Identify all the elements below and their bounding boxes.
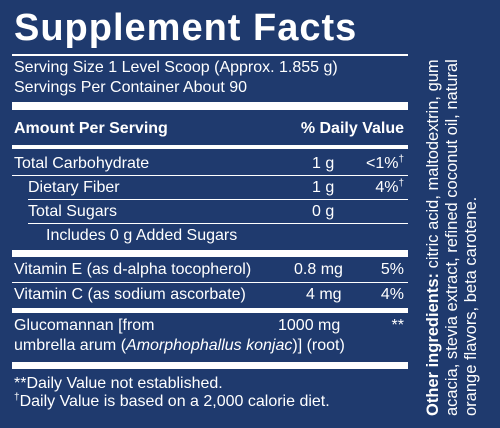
nutrient-row-glucomannan: Glucomannan [from 1000 mg ** bbox=[12, 316, 408, 336]
supplement-facts-panel: Supplement Facts Serving Size 1 Level Sc… bbox=[4, 4, 414, 422]
nutrient-row-added-sugars: Includes 0 g Added Sugars bbox=[12, 226, 408, 246]
nutrient-dv: <1%† bbox=[365, 154, 404, 173]
dagger-mark: † bbox=[398, 154, 404, 165]
header-rule bbox=[12, 145, 408, 149]
thick-rule bbox=[12, 308, 408, 313]
other-ingredients-label: Other ingredients: bbox=[424, 272, 442, 416]
bottom-thick-rule bbox=[12, 362, 408, 369]
latin-name: Amorphophallus konjac bbox=[126, 337, 293, 354]
row-rule bbox=[28, 223, 408, 224]
nutrient-dv: ** bbox=[391, 317, 404, 334]
nutrient-dv: 4% bbox=[380, 286, 404, 303]
other-ingredients-text: Other ingredients: citric acid, maltodex… bbox=[420, 4, 496, 422]
dagger-mark: † bbox=[14, 392, 20, 403]
row-rule bbox=[12, 282, 408, 283]
nutrient-row-vitamin-e: Vitamin E (as d-alpha tocopherol) 0.8 mg… bbox=[12, 260, 408, 280]
nutrient-dv: 4%† bbox=[375, 178, 404, 197]
nutrient-amount: 0.8 mg bbox=[294, 261, 343, 278]
row-rule bbox=[28, 199, 408, 200]
glucomannan-source-line: umbrella arum (Amorphophallus konjac)] (… bbox=[14, 337, 345, 354]
other-ingredients-panel: Other ingredients: citric acid, maltodex… bbox=[420, 4, 496, 422]
nutrient-name: Total Carbohydrate bbox=[14, 155, 150, 172]
dagger-mark: † bbox=[398, 178, 404, 189]
amount-header: Amount Per Serving bbox=[14, 120, 168, 137]
nutrient-row-fiber: Dietary Fiber 1 g 4%† bbox=[12, 178, 408, 198]
panel-title: Supplement Facts bbox=[14, 7, 358, 49]
header-row: Amount Per Serving % Daily Value bbox=[12, 119, 408, 139]
row-rule bbox=[12, 175, 408, 176]
serving-info: Serving Size 1 Level Scoop (Approx. 1.85… bbox=[14, 58, 338, 98]
nutrient-name: Vitamin C (as sodium ascorbate) bbox=[14, 286, 246, 303]
nutrient-row-carbohydrate: Total Carbohydrate 1 g <1%† bbox=[12, 154, 408, 174]
servings-per-container: Servings Per Container About 90 bbox=[14, 79, 248, 96]
thick-rule bbox=[12, 250, 408, 257]
nutrient-row-sugars: Total Sugars 0 g bbox=[12, 202, 408, 222]
dv-header: % Daily Value bbox=[300, 120, 404, 137]
serving-size: Serving Size 1 Level Scoop (Approx. 1.85… bbox=[14, 59, 338, 76]
nutrient-amount: 1 g bbox=[312, 155, 335, 172]
nutrient-name: Dietary Fiber bbox=[28, 179, 120, 196]
nutrient-name: Total Sugars bbox=[28, 203, 117, 220]
nutrient-dv: 5% bbox=[380, 261, 404, 278]
title-rule bbox=[12, 54, 408, 56]
nutrient-name: Includes 0 g Added Sugars bbox=[46, 227, 238, 244]
nutrient-amount: 1 g bbox=[312, 179, 335, 196]
nutrient-name: Glucomannan [from bbox=[14, 317, 155, 334]
nutrient-amount: 1000 mg bbox=[278, 317, 341, 334]
thick-rule bbox=[12, 102, 408, 110]
footnote-dv-not-established: **Daily Value not established. bbox=[14, 375, 223, 392]
nutrient-name: Vitamin E (as d-alpha tocopherol) bbox=[14, 261, 252, 278]
footnote-daily-value: †Daily Value is based on a 2,000 calorie… bbox=[14, 392, 330, 411]
nutrient-amount: 4 mg bbox=[306, 286, 342, 303]
nutrient-row-vitamin-c: Vitamin C (as sodium ascorbate) 4 mg 4% bbox=[12, 285, 408, 305]
nutrient-amount: 0 g bbox=[312, 203, 335, 220]
